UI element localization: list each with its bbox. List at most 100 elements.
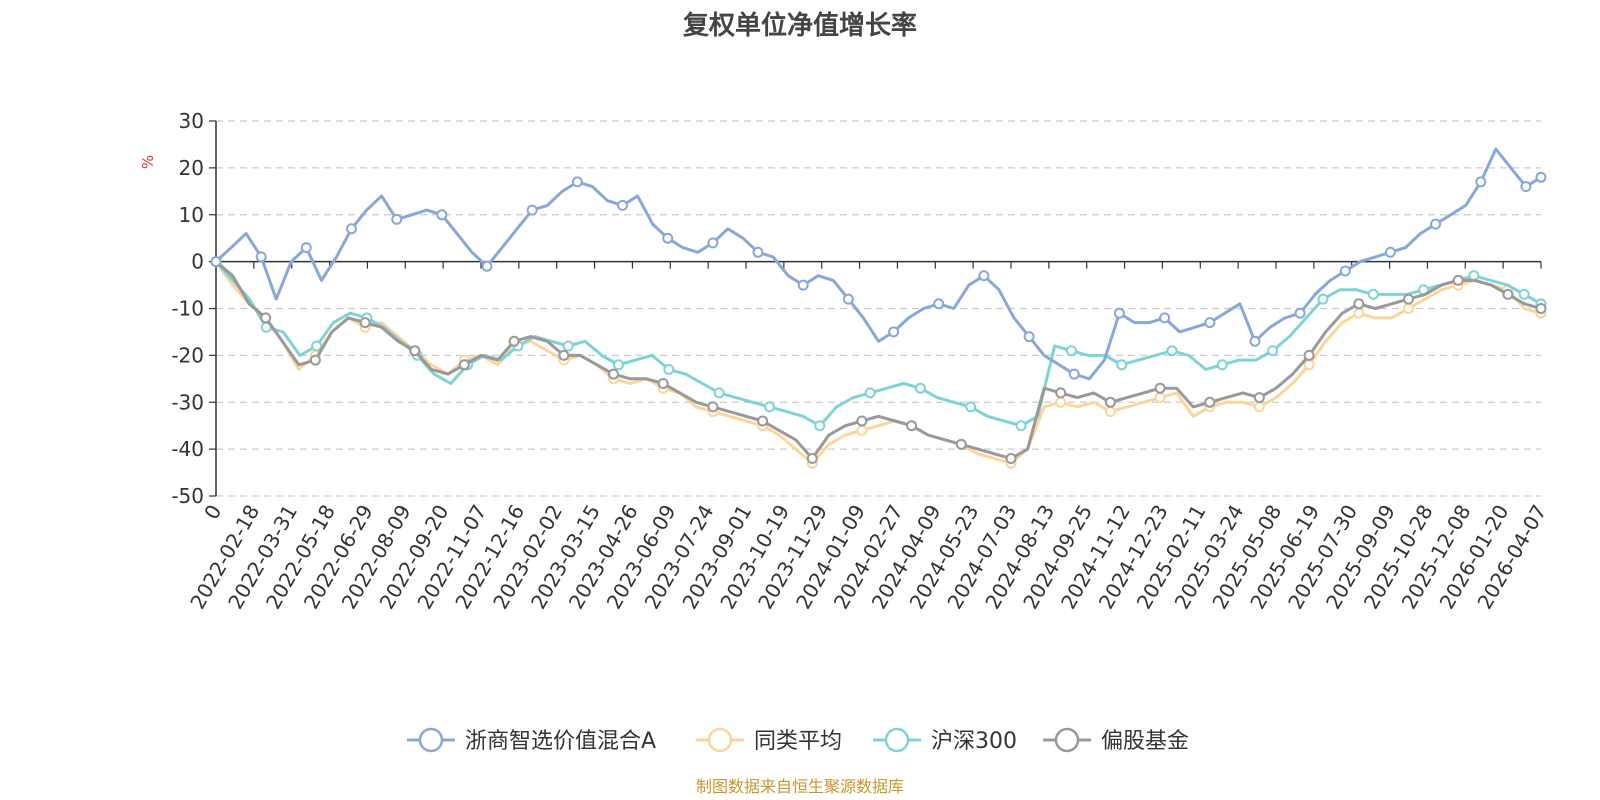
data-point xyxy=(842,293,854,305)
data-point xyxy=(1253,392,1265,404)
data-point xyxy=(1023,331,1035,343)
data-point xyxy=(1005,453,1017,464)
data-point xyxy=(1055,387,1067,399)
data-point xyxy=(300,242,312,254)
data-point xyxy=(814,420,826,432)
y-axis-ticks: 30 20 10 0 -10 -20 -30 -40 -50 xyxy=(171,109,217,508)
data-point xyxy=(888,326,900,338)
data-point xyxy=(978,270,990,282)
data-point xyxy=(713,387,725,399)
y-tick-label: 30 xyxy=(179,109,204,133)
data-point xyxy=(764,401,775,413)
data-point xyxy=(806,453,818,464)
data-point xyxy=(1249,335,1261,347)
data-point xyxy=(707,401,719,413)
data-point xyxy=(1518,288,1530,300)
data-point xyxy=(1104,406,1116,418)
data-point xyxy=(1339,265,1351,277)
legend-label: 同类平均 xyxy=(754,729,842,754)
y-tick-label: 0 xyxy=(191,250,204,274)
y-tick-label: -30 xyxy=(171,390,204,414)
data-point xyxy=(1113,307,1125,319)
y-tick-label: -40 xyxy=(171,437,204,461)
data-point xyxy=(526,204,538,216)
series-line-1 xyxy=(214,260,1542,465)
data-point xyxy=(1353,298,1365,310)
data-point xyxy=(1535,171,1547,183)
data-point xyxy=(1502,288,1514,300)
data-point xyxy=(1403,303,1414,314)
legend-marker xyxy=(884,727,910,753)
legend-item: 沪深300 xyxy=(873,727,1017,754)
data-point xyxy=(1253,401,1265,413)
data-point xyxy=(1430,218,1442,230)
legend-label: 浙商智选价值混合A xyxy=(465,729,656,754)
y-axis-unit: % xyxy=(139,155,157,169)
data-point xyxy=(436,209,448,221)
data-point xyxy=(1317,293,1329,305)
data-point xyxy=(260,312,272,324)
data-point xyxy=(1068,368,1080,380)
data-point xyxy=(1384,246,1396,258)
x-tick-label: 0 xyxy=(199,501,226,524)
y-tick-label: -50 xyxy=(171,484,204,508)
data-point xyxy=(409,345,421,357)
data-point xyxy=(309,354,321,366)
data-point xyxy=(1294,307,1306,319)
data-point xyxy=(1216,359,1228,371)
data-point xyxy=(707,237,719,249)
data-point xyxy=(311,340,323,352)
data-point xyxy=(1403,293,1414,305)
data-point xyxy=(458,359,470,371)
data-point xyxy=(1353,307,1365,319)
data-point xyxy=(481,260,493,272)
data-point xyxy=(752,246,764,258)
data-point xyxy=(1367,288,1379,300)
legend-marker xyxy=(707,727,733,753)
data-point xyxy=(1475,176,1487,188)
legend-item: 同类平均 xyxy=(696,727,842,754)
data-point xyxy=(1154,382,1166,394)
data-point xyxy=(346,223,357,235)
legend-marker xyxy=(418,727,444,753)
data-point xyxy=(955,438,967,450)
y-tick-label: -10 xyxy=(171,297,204,321)
data-point xyxy=(1055,396,1067,408)
data-point xyxy=(562,340,574,352)
data-point xyxy=(757,415,769,427)
data-point xyxy=(1303,359,1315,371)
legend-item: 浙商智选价值混合A xyxy=(407,727,656,754)
series-lines xyxy=(210,147,1547,469)
data-point xyxy=(906,420,918,432)
data-point xyxy=(965,401,977,413)
data-point xyxy=(663,363,675,375)
legend-label: 偏股基金 xyxy=(1101,729,1189,754)
data-point xyxy=(1159,312,1171,324)
data-point xyxy=(1303,349,1315,361)
data-point xyxy=(1204,396,1216,408)
data-point xyxy=(617,199,628,211)
data-point xyxy=(1104,396,1116,408)
data-point xyxy=(255,251,267,263)
data-point xyxy=(608,368,619,380)
data-point xyxy=(1065,345,1077,357)
data-point xyxy=(571,176,583,188)
source-note: 制图数据来自恒生聚源数据库 xyxy=(696,777,904,796)
legend-marker xyxy=(1054,727,1080,753)
chart-title: 复权单位净值增长率 xyxy=(683,10,917,41)
data-point xyxy=(856,424,868,436)
data-point xyxy=(1452,274,1464,286)
x-axis: 02022-02-182022-03-312022-05-182022-06-2… xyxy=(185,260,1551,613)
data-point xyxy=(1267,345,1279,357)
data-point xyxy=(662,232,674,244)
series-line-3 xyxy=(215,260,1542,460)
grid-lines xyxy=(216,120,1541,497)
data-point xyxy=(1204,317,1216,329)
data-point xyxy=(1116,359,1128,371)
data-point xyxy=(797,279,809,291)
series-line-2 xyxy=(214,260,1542,428)
data-point xyxy=(558,349,570,361)
data-point xyxy=(864,387,876,399)
data-point xyxy=(210,256,222,268)
